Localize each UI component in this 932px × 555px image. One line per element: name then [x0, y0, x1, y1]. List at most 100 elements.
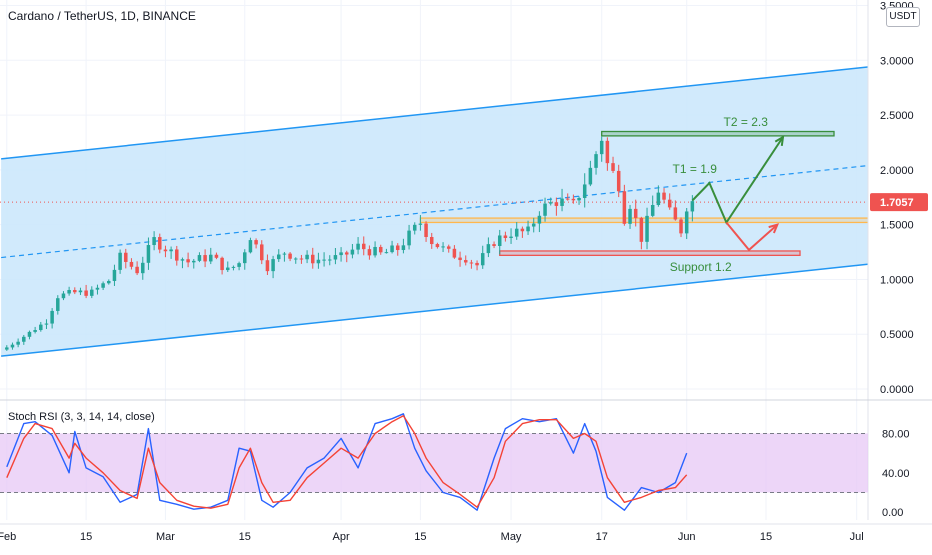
candle-body: [554, 202, 559, 206]
projection-path: [691, 136, 784, 225]
projection-arrowhead: [768, 223, 780, 234]
candle-body: [129, 261, 134, 267]
support-zone: [499, 250, 801, 256]
candle-body: [248, 240, 253, 253]
candle-body: [356, 243, 360, 250]
candle-body: [350, 249, 355, 255]
candle-body: [361, 243, 366, 250]
candle-body: [690, 201, 695, 212]
candle-body: [537, 215, 542, 224]
candle-body: [452, 248, 457, 258]
candle-body: [605, 140, 610, 164]
candle-body: [441, 246, 445, 248]
candle-body: [492, 244, 496, 246]
time-tick-label: 15: [80, 531, 92, 543]
candle-body: [548, 202, 553, 204]
candle-body: [231, 266, 236, 268]
time-tick-label: May: [501, 531, 522, 543]
target-zone: [601, 130, 835, 137]
candle-body: [56, 298, 60, 311]
chart-title: Cardano / TetherUS, 1D, BINANCE: [8, 9, 196, 23]
candle-body: [141, 262, 145, 274]
projection-path: [725, 221, 778, 252]
annotation-label: Support 1.2: [670, 260, 732, 274]
candle-body: [310, 254, 315, 264]
candle-body: [407, 230, 411, 246]
candle-body: [288, 253, 292, 259]
candle-body: [327, 259, 332, 261]
candle-body: [16, 341, 20, 345]
price-tick-label: 0.0000: [880, 384, 914, 396]
candle-body: [277, 254, 281, 260]
candle-body: [50, 310, 54, 324]
price-axis-background: [868, 0, 932, 550]
candle-body: [158, 237, 162, 250]
candle-body: [203, 255, 207, 262]
candle-body: [509, 236, 513, 239]
candle-body: [367, 249, 372, 256]
price-tick-label: 1.0000: [880, 274, 914, 286]
candle-body: [543, 203, 547, 216]
stoch-rsi-tick-label: 0.00: [882, 507, 903, 519]
candle-body: [254, 240, 258, 245]
candle-body: [333, 255, 338, 260]
candle-body: [152, 237, 156, 246]
candle-body: [163, 249, 168, 252]
candle-body: [662, 192, 666, 200]
time-tick-label: 15: [239, 531, 251, 543]
current-price-label: 1.7057: [880, 197, 914, 209]
projection-arrowhead: [774, 135, 785, 147]
candle-body: [424, 223, 428, 238]
candle-body: [344, 252, 349, 255]
candle-body: [78, 290, 83, 293]
candle-body: [667, 199, 672, 208]
candle-body: [214, 254, 219, 258]
candle-body: [418, 223, 423, 225]
candle-body: [390, 245, 394, 253]
time-tick-label: 15: [760, 531, 772, 543]
resistance-zone: [419, 217, 880, 224]
candle-body: [260, 244, 264, 261]
candle-body: [73, 289, 77, 293]
candle-body: [316, 259, 321, 264]
price-tick-label: 0.5000: [880, 329, 914, 341]
candle-body: [95, 287, 100, 290]
channel-upper-line: [1, 65, 880, 160]
candle-body: [378, 246, 383, 253]
candle-body: [237, 263, 241, 267]
candle-body: [299, 258, 304, 260]
currency-badge[interactable]: USDT: [886, 7, 920, 27]
annotation-label: T2 = 2.3: [724, 115, 769, 129]
candle-body: [531, 223, 536, 227]
candle-body: [293, 258, 298, 260]
candle-body: [469, 262, 474, 264]
candle-body: [265, 260, 270, 272]
candle-body: [395, 245, 400, 251]
candle-body: [616, 170, 621, 192]
candle-body: [44, 323, 49, 325]
price-tick-label: 1.5000: [880, 220, 914, 232]
candle-body: [611, 163, 615, 171]
candle-body: [90, 289, 94, 296]
candle-body: [446, 246, 451, 249]
candle-body: [503, 235, 508, 239]
candle-body: [475, 262, 479, 266]
candle-body: [565, 198, 570, 200]
candle-body: [514, 228, 519, 237]
time-tick-label: 15: [414, 531, 426, 543]
candle-body: [673, 207, 678, 220]
candle-body: [243, 252, 247, 264]
candle-body: [10, 344, 15, 348]
current-price-badge: [870, 193, 928, 212]
time-tick-label: Apr: [333, 531, 350, 543]
candle-body: [169, 249, 173, 252]
candle-body: [497, 235, 502, 246]
candle-body: [633, 208, 638, 218]
candle-body: [146, 245, 151, 263]
candle-body: [577, 197, 581, 201]
candle-body: [684, 211, 689, 234]
time-tick-label: Mar: [156, 531, 175, 543]
price-tick-label: 2.0000: [880, 165, 914, 177]
